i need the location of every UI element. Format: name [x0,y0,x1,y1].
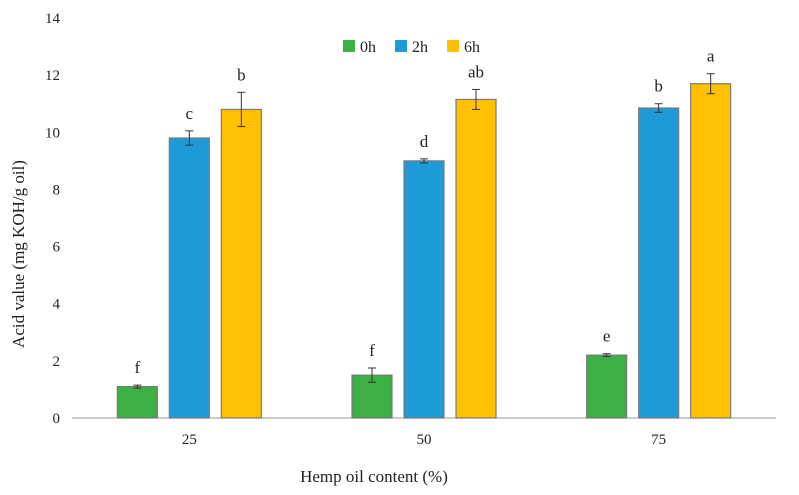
y-tick-label: 12 [45,68,60,84]
x-tick-label: 75 [651,432,666,448]
legend-label: 2h [412,39,428,56]
x-tick-label: 50 [417,432,432,448]
legend-label: 0h [360,39,376,56]
significance-label: f [369,341,375,360]
y-tick-label: 0 [53,411,61,427]
significance-label: f [134,358,140,377]
legend-label: 6h [464,39,480,56]
legend-swatch-2h [395,40,407,52]
bar-2h-50 [403,160,445,419]
bar-0h-75 [586,354,628,419]
bar-2h-75 [638,107,680,419]
axes: 0 2 4 6 8 10 12 14 25 50 75 [45,11,776,448]
bar-0h-25 [116,385,158,419]
significance-label: b [654,77,663,96]
bar-6h-25 [220,108,262,419]
significance-label: ab [468,62,484,81]
legend-swatch-6h [447,40,459,52]
bar-6h-50 [455,98,497,419]
y-tick-label: 4 [53,297,61,313]
y-axis-label: Acid value (mg KOH/g oil) [9,160,28,348]
significance-label: c [186,104,194,123]
bar-2h-25 [168,137,210,419]
significance-label: a [707,47,715,66]
legend: 0h 2h 6h [343,39,480,56]
x-tick-label: 25 [182,432,197,448]
y-tick-label: 10 [45,125,60,141]
y-tick-label: 2 [53,354,61,370]
significance-label: e [603,327,611,346]
significance-label: b [237,65,246,84]
significance-label: d [420,132,429,151]
legend-swatch-0h [343,40,355,52]
bars: f c b f d ab e b a [116,47,732,419]
x-axis-label: Hemp oil content (%) [300,467,448,486]
y-tick-label: 6 [53,240,61,256]
y-tick-label: 14 [45,11,61,27]
y-tick-label: 8 [53,182,61,198]
bar-6h-75 [690,83,732,419]
